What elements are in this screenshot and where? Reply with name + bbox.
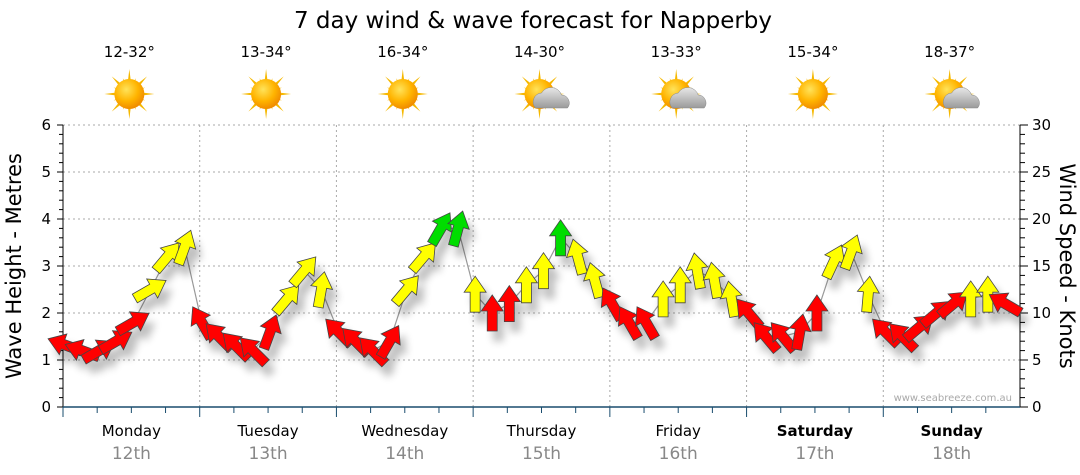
wind-arrow: [839, 234, 863, 272]
wind-arrow: [239, 337, 270, 368]
y-tick-left: 3: [41, 257, 51, 275]
wind-arrow: [736, 298, 765, 331]
wind-arrow: [856, 275, 881, 314]
wind-arrow: [936, 291, 968, 320]
wind-arrow: [685, 252, 709, 290]
day-label: Wednesday: [361, 422, 448, 440]
date-label: 15th: [522, 444, 561, 464]
y-tick-left: 1: [41, 351, 51, 369]
partly-cloudy-icon: [651, 69, 707, 119]
sun-icon: [241, 69, 292, 119]
temperature-label: 13-33°: [651, 43, 702, 61]
y-tick-right: 15: [1032, 257, 1051, 275]
date-label: 14th: [385, 444, 424, 464]
temperature-label: 14-30°: [514, 43, 565, 61]
wind-arrow: [565, 238, 589, 276]
wind-arrow: [788, 313, 812, 351]
watermark: www.seabreeze.com.au: [894, 393, 1012, 404]
partly-cloudy-icon: [514, 69, 570, 119]
y-tick-right: 30: [1032, 116, 1051, 134]
partly-cloudy-icon: [924, 69, 980, 119]
y-tick-left: 2: [41, 304, 51, 322]
temperature-label: 13-34°: [241, 43, 292, 61]
wind-arrow: [514, 266, 539, 304]
sun-icon: [787, 69, 838, 119]
date-label: 17th: [795, 444, 834, 464]
wind-arrow: [548, 219, 573, 257]
date-label: 13th: [249, 444, 288, 464]
wind-arrow: [889, 323, 920, 354]
day-label: Thursday: [506, 422, 577, 440]
y-tick-left: 6: [41, 116, 51, 134]
wind-arrow: [480, 294, 504, 332]
wind-arrow: [651, 280, 675, 318]
y-tick-left: 0: [41, 398, 51, 416]
sun-disc: [114, 79, 145, 109]
temperature-label: 16-34°: [377, 43, 428, 61]
wind-arrow: [753, 322, 782, 355]
y-tick-right: 25: [1032, 163, 1051, 181]
wind-arrow: [131, 278, 167, 304]
day-label: Friday: [655, 422, 701, 440]
wind-arrow: [97, 330, 133, 356]
wind-arrow: [310, 271, 334, 309]
day-label: Tuesday: [237, 422, 299, 440]
wind-arrow: [114, 311, 150, 337]
wind-arrow: [258, 314, 282, 351]
wind-arrow: [463, 275, 487, 313]
temperature-label: 12-32°: [104, 43, 155, 61]
date-label: 16th: [659, 444, 698, 464]
cloud-shape: [532, 87, 570, 109]
wind-arrow: [702, 261, 726, 300]
sun-disc: [797, 79, 828, 109]
y-tick-right: 10: [1032, 304, 1051, 322]
date-label: 18th: [932, 444, 971, 464]
wind-arrow: [821, 244, 846, 281]
cloud-shape: [669, 87, 707, 109]
y-tick-right: 20: [1032, 210, 1051, 228]
wind-arrow: [668, 266, 692, 304]
wind-arrow: [375, 325, 401, 360]
date-label: 12th: [112, 444, 151, 464]
cloud-shape: [943, 87, 980, 109]
sun-icon: [104, 69, 155, 119]
day-label: Monday: [102, 422, 161, 440]
wind-arrow: [531, 251, 556, 290]
y-tick-left: 5: [41, 163, 51, 181]
chart-title: 7 day wind & wave forecast for Napperby: [294, 8, 772, 34]
wind-arrow: [271, 284, 300, 317]
day-label: Sunday: [920, 422, 983, 440]
wind-arrow: [447, 210, 470, 248]
temperature-label: 15-34°: [787, 43, 838, 61]
wind-arrow: [173, 229, 197, 267]
wind-arrow: [390, 275, 419, 308]
y-axis-right-label: Wind Speed - Knots: [1055, 163, 1079, 368]
wind-arrow: [635, 306, 660, 342]
wind-arrow: [988, 292, 1024, 318]
wind-arrow: [976, 275, 1000, 313]
day-label: Saturday: [777, 422, 854, 440]
wind-arrow: [497, 284, 522, 323]
y-axis-left-label: Wave Height - Metres: [2, 153, 26, 379]
temperature-label: 18-37°: [924, 43, 975, 61]
sun-disc: [387, 79, 418, 109]
y-tick-right: 5: [1032, 351, 1042, 369]
wind-arrow: [288, 256, 317, 289]
wind-arrow: [805, 294, 829, 332]
sun-disc: [251, 79, 282, 109]
sun-icon: [377, 69, 428, 119]
y-tick-left: 4: [41, 210, 51, 228]
y-tick-right: 0: [1032, 398, 1042, 416]
wind-arrow: [958, 280, 983, 318]
wind-arrow: [407, 242, 436, 275]
